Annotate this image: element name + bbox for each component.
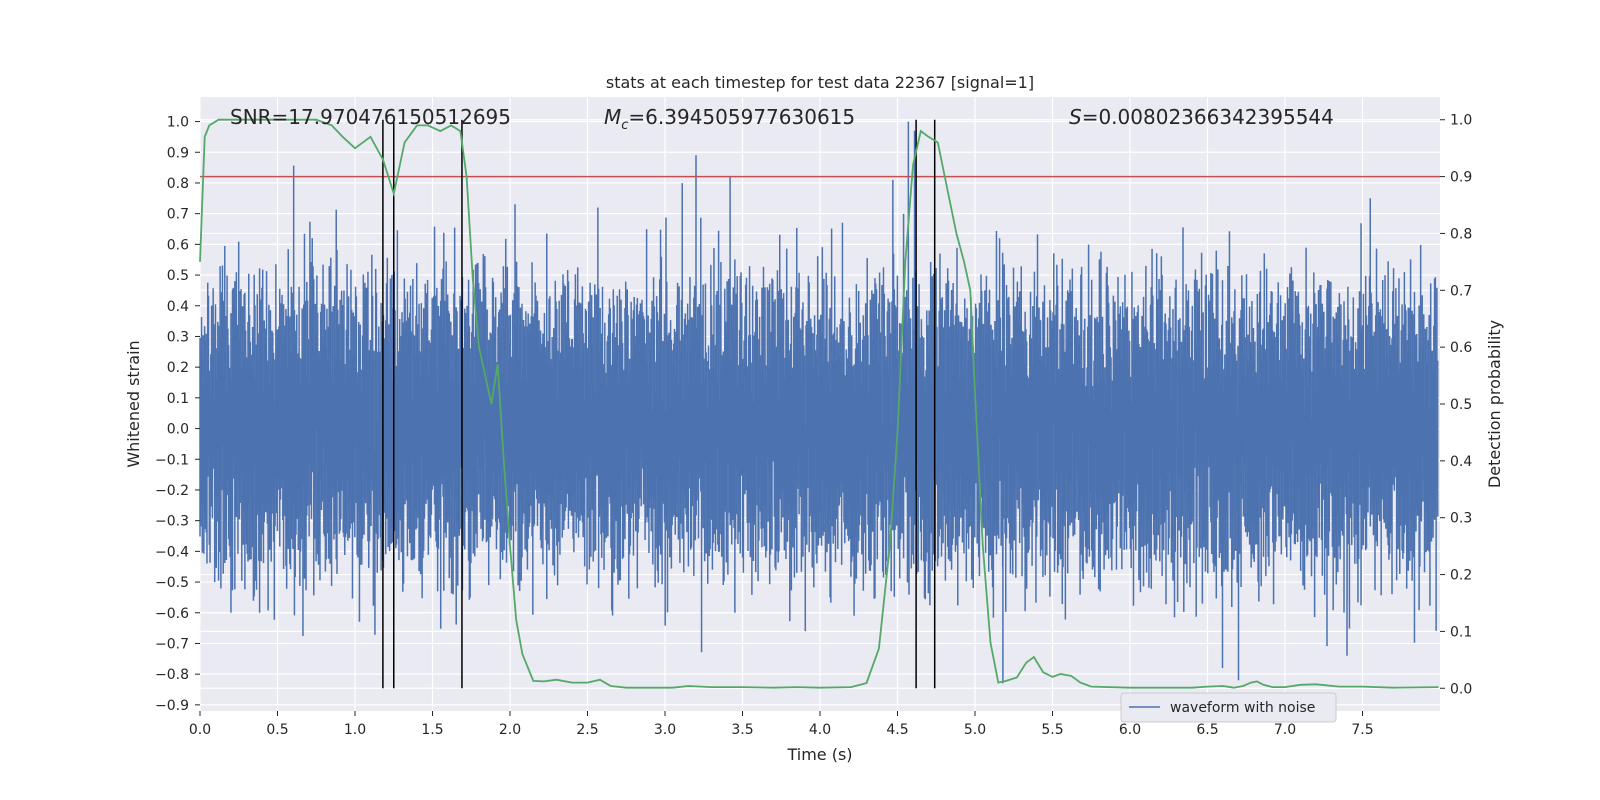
y-tick-label: 0.3: [167, 329, 189, 345]
axes: 0.0 0.5 1.0 1.5 2.0 2.5 3.0 3.5 4.0 4.5 5.0 5.5 6.0 6…: [155, 113, 1472, 738]
y2-tick-label: 0.2: [1450, 568, 1472, 584]
y2-axis-label: Detection probability: [1485, 320, 1504, 488]
legend-label: waveform with noise: [1170, 700, 1315, 716]
y-tick-label: −0.8: [155, 667, 189, 683]
chirp-mass-value: =6.394505977630615: [628, 105, 855, 129]
y-tick-label: 0.5: [167, 268, 189, 284]
x-tick-label: 2.5: [576, 722, 598, 738]
x-axis-label: Time (s): [786, 745, 852, 764]
y-tick-label: 0.9: [167, 145, 189, 161]
y2-tick-label: 1.0: [1450, 113, 1472, 129]
s-annotation: S=0.00802366342395544: [1069, 105, 1334, 129]
y2-tick-label: 0.0: [1450, 681, 1472, 697]
y2-tick-label: 0.7: [1450, 283, 1472, 299]
y-tick-label: 0.0: [167, 422, 189, 438]
x-tick-label: 1.0: [344, 722, 366, 738]
x-tick-label: 3.5: [731, 722, 753, 738]
y-tick-label: 1.0: [167, 115, 189, 131]
legend: waveform with noise: [1120, 692, 1337, 723]
y2-tick-label: 0.8: [1450, 226, 1472, 242]
y-tick-label: −0.7: [155, 636, 189, 652]
y2-tick-label: 0.1: [1450, 624, 1472, 640]
waveform-series: [199, 121, 1439, 684]
y-tick-label: −0.4: [155, 544, 189, 560]
y2-tick-label: 0.6: [1450, 340, 1472, 356]
chirp-mass-subscript: c: [621, 118, 628, 133]
chirp-mass-annotation: Mc=6.394505977630615: [604, 105, 855, 133]
x-tick-label: 6.0: [1119, 722, 1141, 738]
detection-probability-series: [199, 118, 1439, 689]
y-tick-label: 0.1: [167, 391, 189, 407]
y-tick-label: 0.4: [167, 299, 189, 315]
y2-tick-label: 0.3: [1450, 511, 1472, 527]
y-tick-label: −0.1: [155, 452, 189, 468]
s-symbol: S: [1069, 105, 1082, 129]
snr-annotation: SNR=17.970476150512695: [230, 105, 511, 129]
y-tick-label: −0.3: [155, 514, 189, 530]
y2-tick-label: 0.4: [1450, 454, 1472, 470]
x-tick-label: 5.5: [1041, 722, 1063, 738]
y-tick-label: −0.5: [155, 575, 189, 591]
y-tick-label: 0.6: [167, 237, 189, 253]
x-tick-label: 4.5: [886, 722, 908, 738]
y-tick-label: −0.6: [155, 606, 189, 622]
y-tick-label: −0.2: [155, 483, 189, 499]
y2-tick-label: 0.5: [1450, 397, 1472, 413]
chirp-mass-symbol: M: [604, 105, 621, 129]
x-tick-label: 4.0: [809, 722, 831, 738]
y-tick-label: 0.8: [167, 176, 189, 192]
s-value: =0.00802366342395544: [1082, 105, 1334, 129]
x-tick-label: 6.5: [1196, 722, 1218, 738]
y-tick-label: 0.2: [167, 360, 189, 376]
x-tick-label: 0.5: [266, 722, 288, 738]
x-tick-label: 7.0: [1274, 722, 1296, 738]
y-tick-label: 0.7: [167, 207, 189, 223]
y-tick-label: −0.9: [155, 698, 189, 714]
x-tick-label: 0.0: [189, 722, 211, 738]
chart-title: stats at each timestep for test data 223…: [606, 73, 1034, 92]
y2-tick-label: 0.9: [1450, 170, 1472, 186]
legend-box: [1120, 692, 1337, 723]
x-tick-label: 7.5: [1351, 722, 1373, 738]
x-tick-label: 1.5: [421, 722, 443, 738]
y-axis-label: Whitened strain: [124, 340, 143, 467]
plot-content: [199, 118, 1440, 689]
x-tick-label: 3.0: [654, 722, 676, 738]
x-tick-label: 2.0: [499, 722, 521, 738]
x-tick-label: 5.0: [964, 722, 986, 738]
